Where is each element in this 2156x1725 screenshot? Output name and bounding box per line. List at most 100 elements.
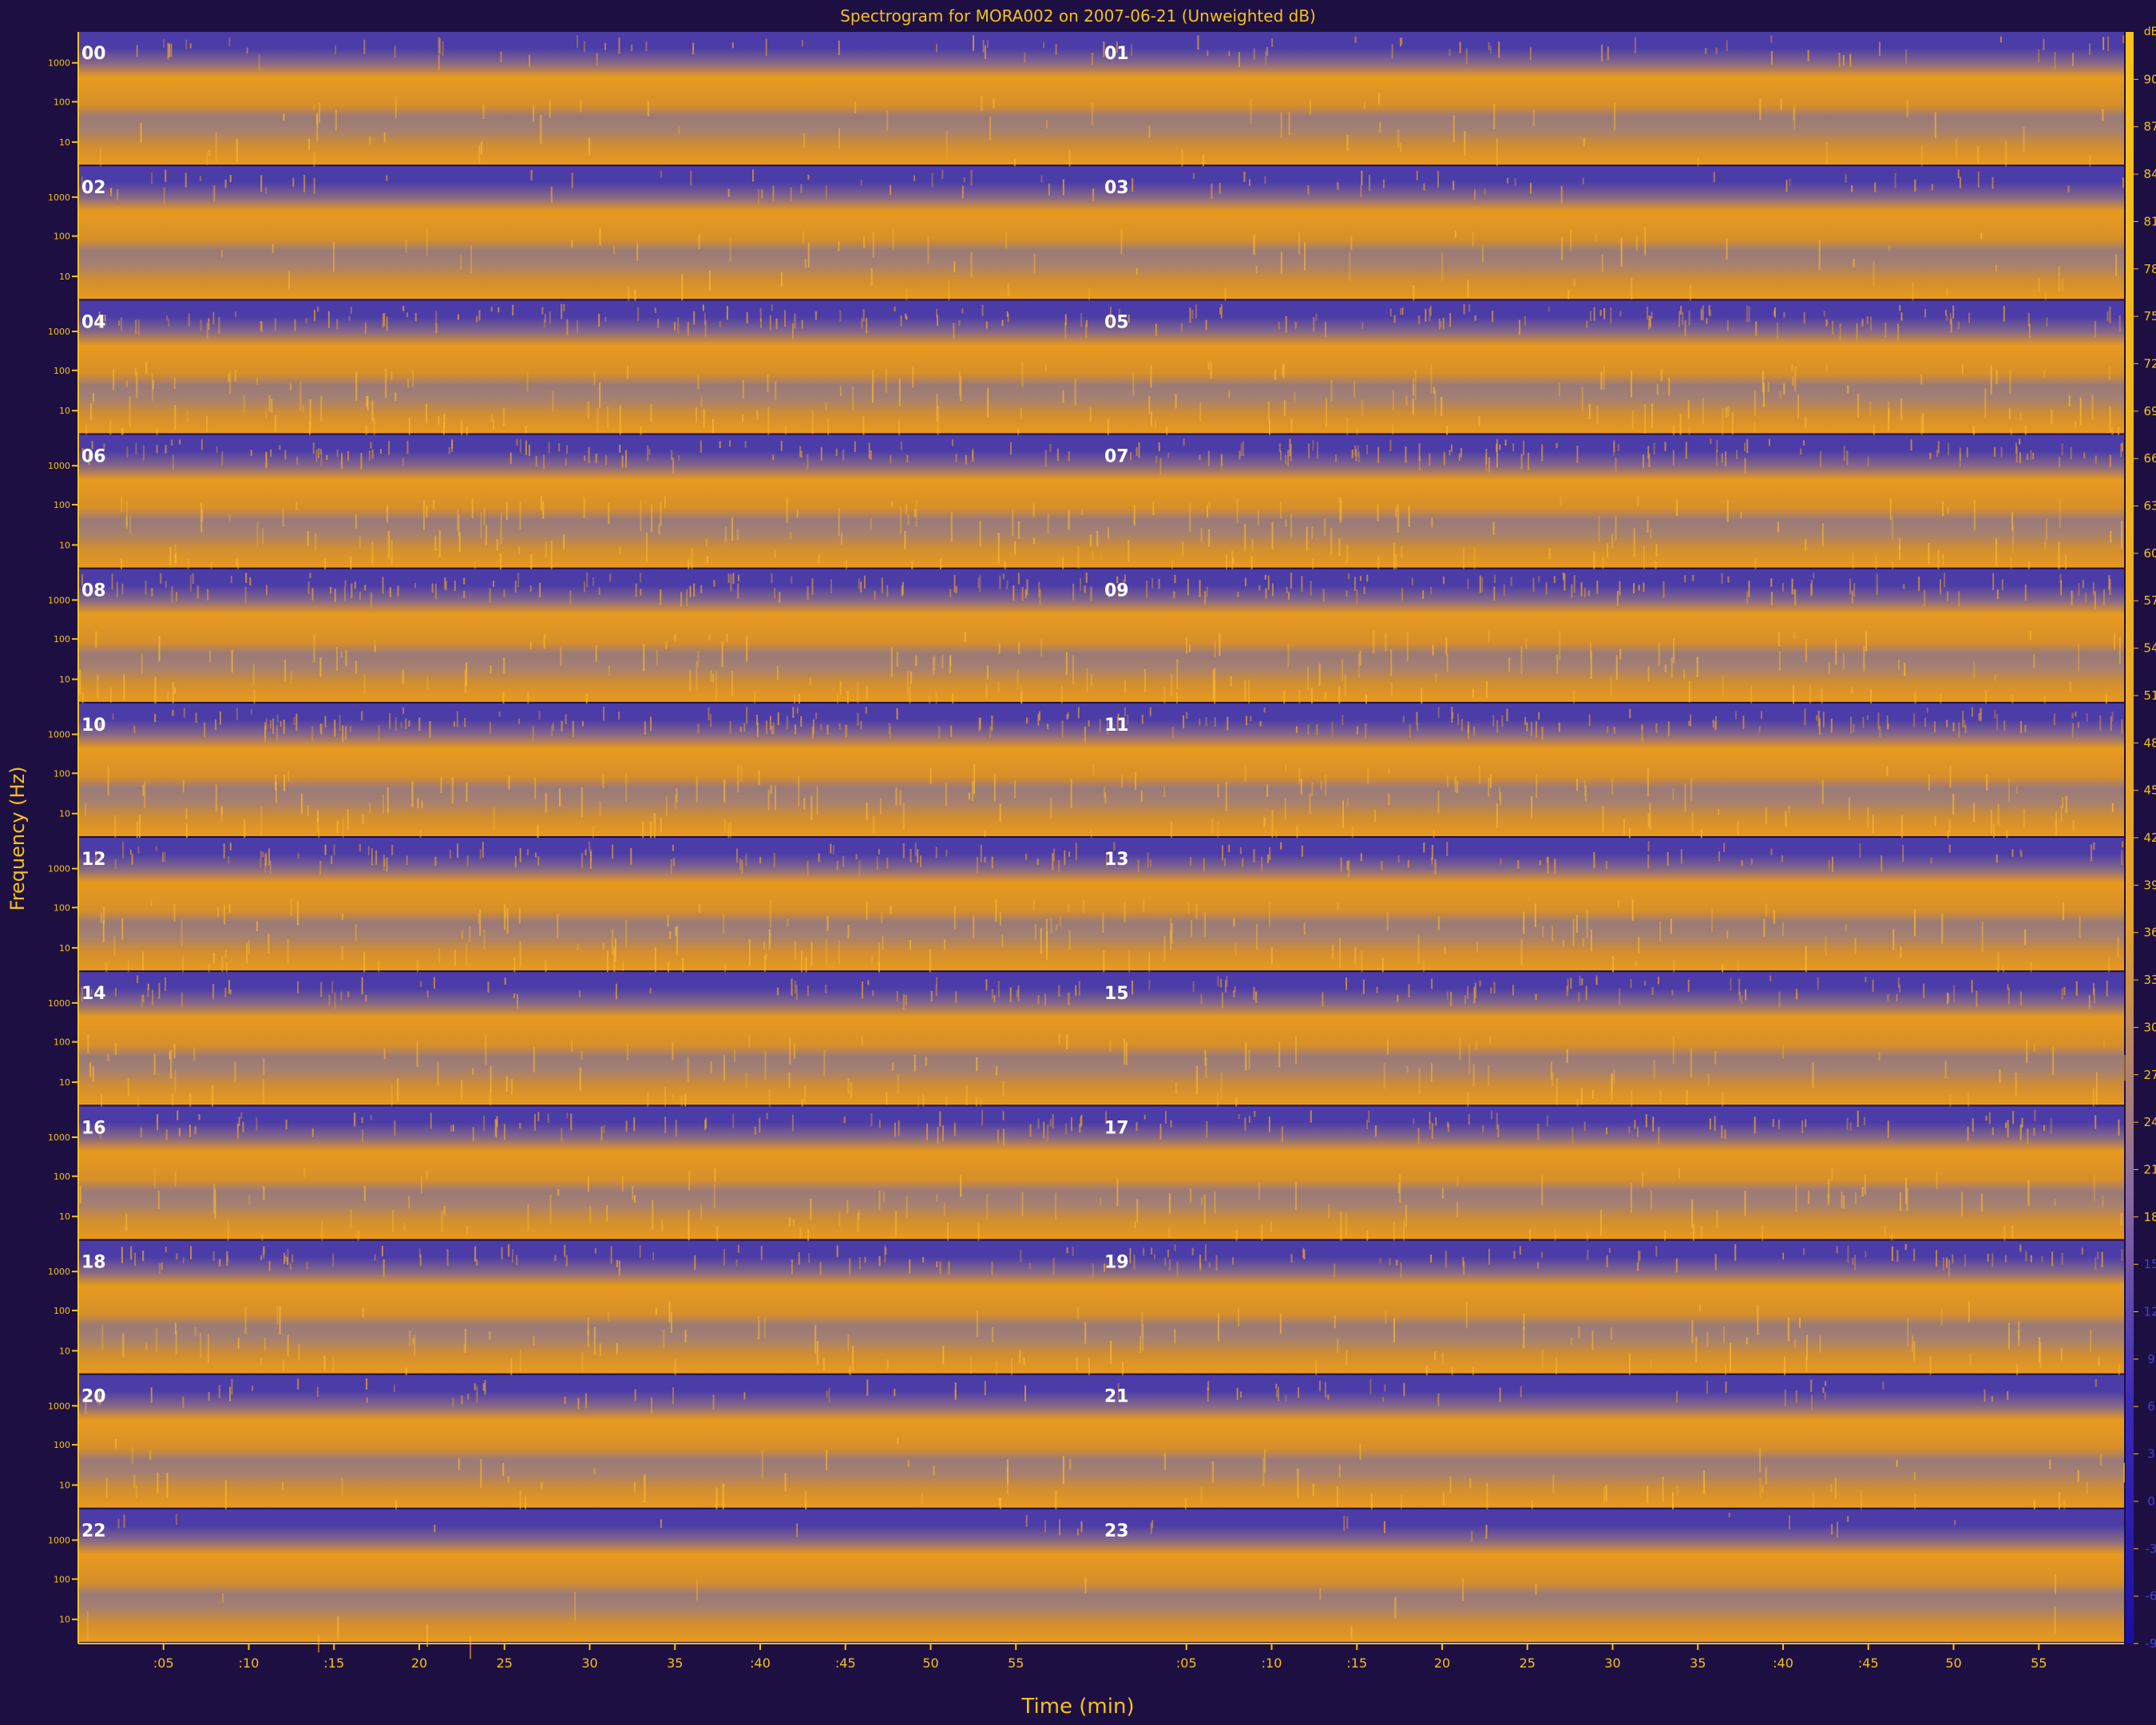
activity-mark (276, 714, 279, 723)
activity-mark (1170, 1120, 1172, 1128)
activity-mark (1050, 797, 1052, 819)
activity-mark (2109, 306, 2111, 323)
activity-mark (1208, 529, 1211, 547)
activity-mark (607, 950, 608, 976)
activity-mark (1770, 975, 1772, 981)
activity-mark (1280, 842, 1282, 850)
activity-mark (1214, 680, 1216, 707)
activity-mark (1576, 446, 1579, 463)
activity-mark (1298, 688, 1301, 706)
activity-mark (2030, 1255, 2032, 1263)
activity-mark (189, 1124, 191, 1137)
activity-mark (95, 631, 97, 648)
activity-mark (807, 985, 809, 997)
activity-mark (724, 526, 727, 543)
activity-mark (571, 172, 573, 188)
activity-mark (826, 915, 829, 931)
activity-mark (1141, 714, 1143, 724)
activity-mark (645, 42, 648, 51)
activity-mark (1948, 442, 1950, 456)
activity-mark (1055, 44, 1057, 55)
activity-mark (2090, 1329, 2092, 1352)
activity-mark (794, 694, 796, 704)
activity-mark (2063, 1500, 2066, 1519)
activity-mark (1287, 644, 1290, 668)
activity-mark (1821, 523, 1824, 547)
activity-mark (551, 724, 553, 737)
activity-mark (2081, 1247, 2083, 1255)
activity-mark (1029, 1124, 1032, 1137)
activity-mark (640, 573, 641, 583)
activity-mark (550, 541, 553, 569)
activity-mark (1217, 822, 1219, 840)
activity-mark (740, 765, 743, 782)
activity-mark (1443, 1492, 1445, 1505)
activity-mark (1269, 419, 1270, 446)
activity-mark (1250, 716, 1252, 721)
activity-mark (914, 175, 915, 181)
activity-mark (1067, 904, 1069, 913)
activity-mark (968, 792, 970, 800)
activity-mark (1550, 1061, 1552, 1080)
activity-mark (796, 1523, 799, 1537)
activity-mark (1014, 780, 1016, 799)
activity-mark (2011, 512, 2014, 531)
activity-mark (1795, 989, 1797, 1000)
activity-mark (335, 45, 337, 55)
activity-mark (1158, 578, 1160, 589)
activity-mark (1350, 235, 1353, 251)
activity-mark (1887, 723, 1889, 729)
activity-mark (2072, 819, 2075, 831)
activity-mark (1460, 718, 1463, 732)
spectrogram-band (1101, 166, 2124, 299)
activity-mark (383, 313, 386, 327)
activity-mark (543, 454, 545, 470)
activity-mark (1955, 138, 1957, 160)
activity-mark (1810, 1379, 1813, 1392)
activity-mark (2049, 1459, 2051, 1469)
activity-mark (1524, 716, 1526, 725)
activity-mark (2083, 452, 2086, 459)
activity-mark (1384, 1384, 1386, 1392)
activity-mark (1360, 184, 1362, 197)
activity-mark (1259, 721, 1262, 727)
activity-mark (282, 1481, 283, 1491)
activity-mark (1620, 237, 1623, 267)
activity-mark (394, 97, 397, 118)
activity-mark (1353, 577, 1356, 591)
activity-mark (340, 651, 343, 658)
activity-mark (290, 898, 292, 916)
activity-mark (1730, 978, 1732, 991)
activity-mark (1578, 992, 1580, 1001)
activity-mark (2043, 38, 2045, 50)
activity-mark (324, 716, 327, 728)
activity-mark (493, 419, 494, 430)
activity-mark (744, 441, 747, 448)
activity-mark (760, 1246, 763, 1260)
activity-mark (291, 1254, 294, 1263)
activity-mark (2007, 1391, 2009, 1400)
activity-mark (1958, 722, 1960, 738)
activity-mark (807, 586, 809, 601)
activity-mark (1852, 1257, 1854, 1265)
activity-mark (1847, 385, 1849, 394)
activity-mark (1359, 1444, 1361, 1460)
activity-mark (489, 1089, 491, 1105)
activity-mark (1043, 1121, 1045, 1139)
activity-mark (2102, 109, 2104, 121)
activity-mark (941, 655, 944, 669)
activity-mark (1433, 387, 1435, 395)
activity-mark (93, 393, 94, 402)
activity-mark (2065, 554, 2067, 583)
activity-mark (1887, 993, 1889, 1001)
activity-mark (1647, 520, 1649, 533)
activity-mark (1780, 98, 1782, 111)
activity-mark (941, 169, 944, 180)
activity-mark (224, 904, 225, 925)
activity-mark (2032, 452, 2035, 460)
activity-mark (1794, 367, 1797, 392)
activity-mark (674, 634, 676, 641)
activity-mark (1588, 403, 1591, 420)
activity-mark (1072, 655, 1075, 684)
